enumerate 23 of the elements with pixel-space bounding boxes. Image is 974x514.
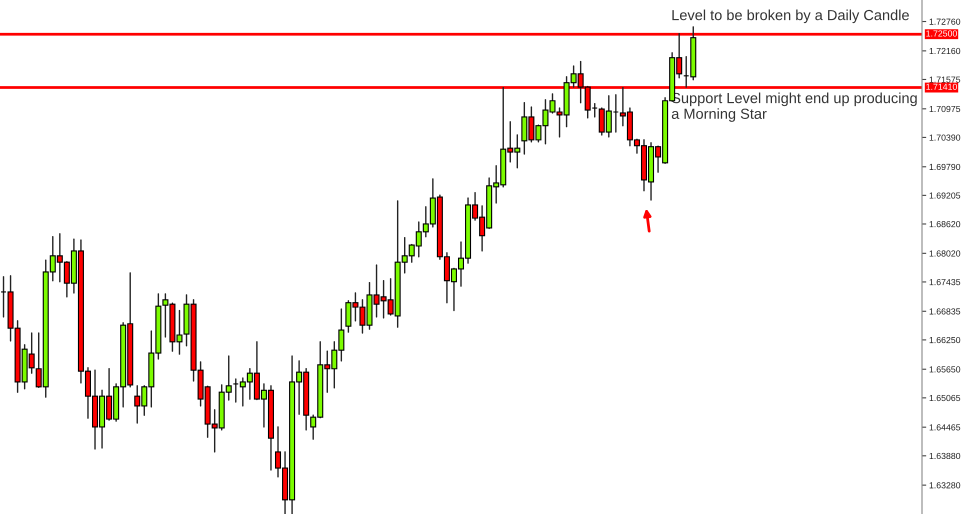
candlestick — [232, 378, 239, 403]
y-tick-label: 1.66250 — [930, 336, 960, 344]
candlestick — [592, 102, 598, 118]
y-tick-label: 1.68020 — [930, 250, 960, 257]
y-tick-label: 1.72760 — [930, 18, 960, 25]
y-tick-label: 1.71575 — [930, 76, 960, 83]
annotation: Level to be broken by a Daily Candle — [672, 10, 909, 24]
y-tick-label: 1.70390 — [930, 134, 960, 141]
y-tick-label: 1.63280 — [930, 482, 960, 488]
y-tick-label: 1.72160 — [930, 48, 960, 54]
ref-line-label: 1.71410 — [926, 84, 957, 90]
y-tick-label: 1.65650 — [930, 366, 960, 372]
ref-line-label: 1.72500 — [926, 30, 957, 37]
y-tick-label: 1.67435 — [930, 279, 960, 286]
y-tick-label: 1.65065 — [930, 394, 960, 402]
y-tick-label: 1.64465 — [930, 424, 960, 430]
y-tick-label: 1.66835 — [930, 308, 960, 315]
y-tick-label: 1.69790 — [930, 164, 960, 170]
y-tick-label: 1.69205 — [930, 192, 960, 199]
annotation: Support Level might end up producing a Morning Star — [672, 92, 917, 122]
y-tick-label: 1.70975 — [930, 106, 960, 112]
y-tick-label: 1.68620 — [930, 221, 960, 228]
y-tick-label: 1.63880 — [930, 452, 960, 460]
